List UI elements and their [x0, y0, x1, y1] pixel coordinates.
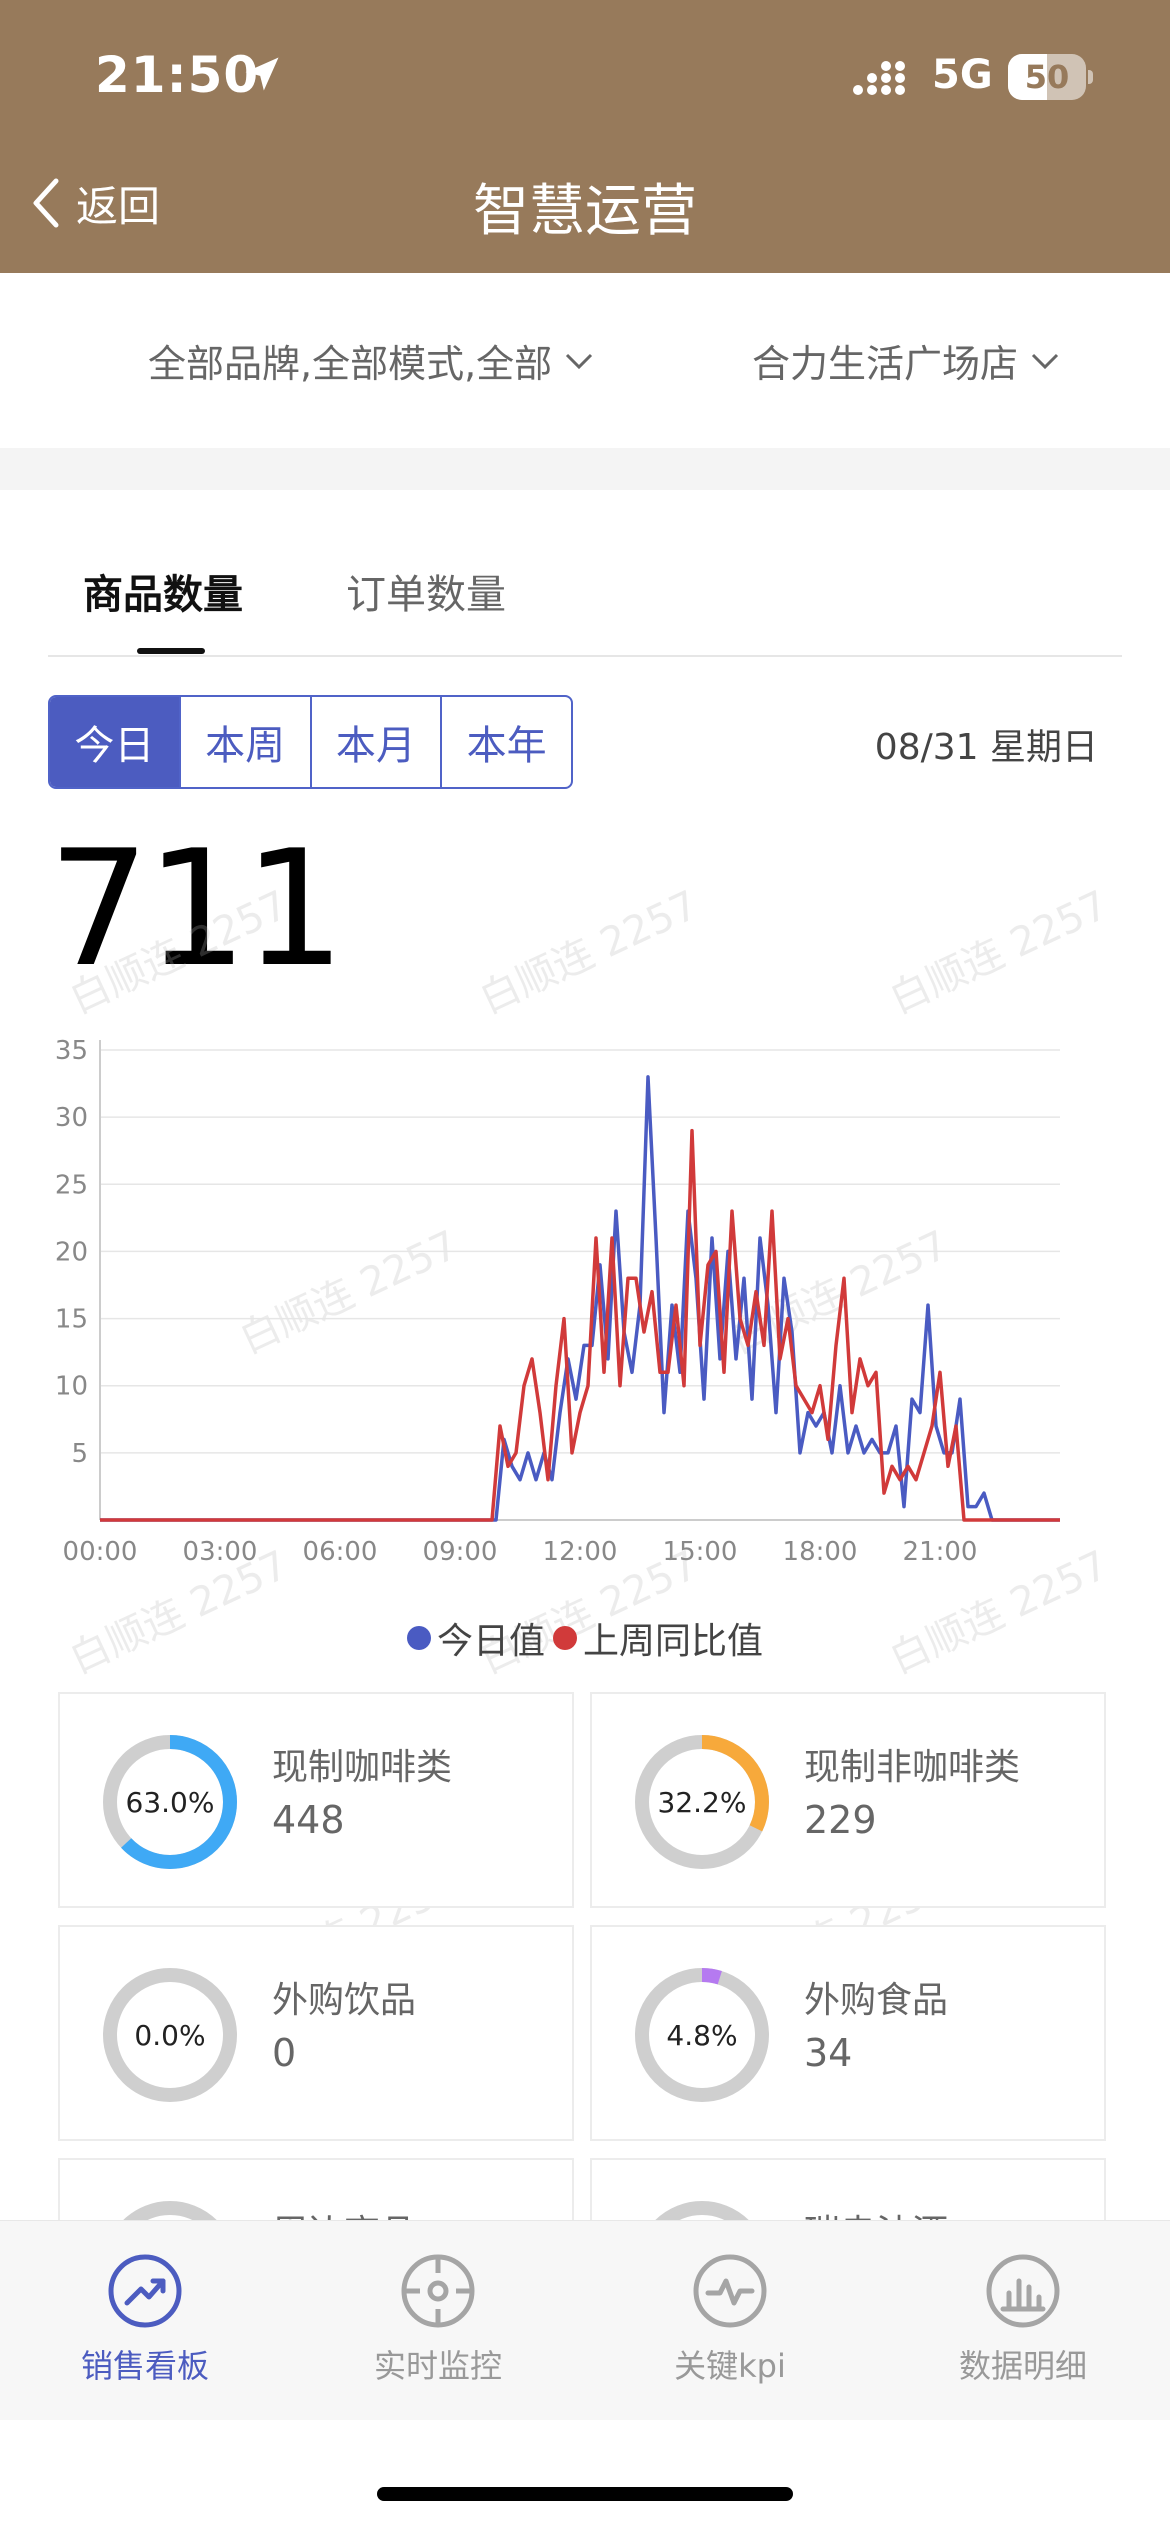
x-tick-label: 00:00 [63, 1537, 138, 1567]
total-count: 711 [48, 815, 345, 1002]
sales-line-chart: 5 10 15 20 25 30 35 00:00 03:00 06:00 09:00 12:00 15… [55, 1036, 1060, 1567]
status-time: 21:50 [95, 46, 260, 104]
y-tick-label: 20 [55, 1237, 88, 1267]
category-percent: 0.0% [134, 2018, 206, 2052]
tab-data-detail[interactable]: 数据明细 [903, 2251, 1143, 2387]
x-tick-label: 06:00 [303, 1537, 378, 1567]
top-bar: 21:50 5G 50 返回 智慧运营 [0, 0, 1170, 273]
chart-legend: 今日值 上周同比值 [0, 1612, 1170, 1664]
tab-sales-dashboard[interactable]: 销售看板 [25, 2251, 265, 2387]
category-value: 448 [272, 1798, 345, 1842]
brand-mode-filter-label: 全部品牌,全部模式,全部 [148, 342, 553, 386]
signal-icon [853, 61, 905, 95]
period-year[interactable]: 本年 [440, 697, 571, 787]
y-tick-label: 10 [55, 1372, 88, 1402]
category-name: 现制咖啡类 [272, 1747, 453, 1788]
series-line-last-week [100, 1128, 1060, 1522]
category-card[interactable]: 4.8% 外购食品 34 [590, 1925, 1106, 2141]
donut-track [103, 1968, 237, 2102]
location-arrow-icon [245, 57, 279, 91]
x-tick-label: 21:00 [903, 1537, 978, 1567]
donut-ring [635, 1968, 769, 2102]
section-separator [0, 448, 1170, 490]
donut-arc [635, 1735, 769, 1869]
store-filter[interactable]: 合力生活广场店 [752, 333, 1060, 388]
category-value: 229 [804, 1798, 877, 1842]
tab-label: 实时监控 [373, 2347, 502, 2385]
tab-label: 关键kpi [674, 2347, 786, 2385]
trend-chart-icon [108, 2254, 182, 2328]
brand-mode-filter[interactable]: 全部品牌,全部模式,全部 [148, 333, 594, 388]
current-date: 08/31 星期日 [874, 727, 1098, 768]
category-name: 外购食品 [804, 1980, 949, 2021]
battery-level: 50 [1024, 58, 1070, 96]
legend-item-last-week: 上周同比值 [553, 1612, 763, 1664]
tab-order-count[interactable]: 订单数量 [346, 572, 506, 618]
category-card[interactable]: 0.0% 外购饮品 0 [58, 1925, 574, 2141]
category-name: 外购饮品 [272, 1980, 417, 2021]
battery-icon: 50 [1008, 54, 1086, 100]
page-title: 智慧运营 [473, 179, 697, 244]
bar-chart-icon [986, 2254, 1060, 2328]
category-value: 34 [804, 2031, 853, 2075]
y-tick-label: 5 [71, 1439, 88, 1469]
category-card[interactable]: 63.0% 现制咖啡类 448 [58, 1692, 574, 1908]
period-selector: 今日 本周 本月 本年 [48, 695, 573, 789]
legend-label: 今日值 [436, 1621, 545, 1662]
back-label: 返回 [76, 181, 161, 231]
chevron-down-icon [566, 353, 593, 369]
back-button[interactable]: 返回 [28, 170, 160, 236]
category-value: 0 [272, 2031, 297, 2075]
battery-cap [1088, 70, 1093, 84]
x-tick-label: 12:00 [543, 1537, 618, 1567]
x-tick-label: 18:00 [783, 1537, 858, 1567]
category-name: 现制非咖啡类 [804, 1747, 1021, 1788]
donut-arc [635, 1968, 769, 2102]
donut-ring [635, 1735, 769, 1869]
filter-bar: 全部品牌,全部模式,全部 合力生活广场店 [0, 273, 1170, 448]
status-bar: 21:50 5G 50 [0, 0, 1170, 150]
pulse-icon [693, 2254, 767, 2328]
battery-fill [1008, 54, 1047, 100]
series-line-today [100, 1075, 1060, 1522]
y-tick-label: 25 [55, 1170, 88, 1200]
watermark: 白顺连 2257 [472, 882, 705, 1024]
category-percent: 4.8% [666, 2018, 738, 2052]
x-tick-label: 15:00 [663, 1537, 738, 1567]
tab-realtime-monitor[interactable]: 实时监控 [318, 2251, 558, 2387]
donut-ring [103, 1968, 237, 2102]
tab-indicator [137, 648, 205, 654]
chevron-left-icon [33, 178, 59, 228]
tab-label: 销售看板 [80, 2347, 209, 2385]
legend-dot [553, 1626, 577, 1650]
category-card[interactable]: 32.2% 现制非咖啡类 229 [590, 1692, 1106, 1908]
y-tick-label: 30 [55, 1103, 88, 1133]
tab-divider [48, 655, 1122, 657]
chevron-down-icon [1031, 353, 1059, 369]
category-percent: 63.0% [125, 1785, 215, 1819]
bottom-tab-bar: 销售看板 实时监控 关键kpi 数据明细 [0, 2220, 1170, 2420]
legend-label: 上周同比值 [583, 1621, 764, 1662]
legend-item-today: 今日值 [406, 1612, 545, 1664]
tab-product-count[interactable]: 商品数量 [83, 572, 243, 618]
donut-arc [103, 1735, 237, 1869]
period-week[interactable]: 本周 [178, 697, 310, 787]
tab-key-kpi[interactable]: 关键kpi [610, 2251, 850, 2387]
tab-label: 数据明细 [958, 2347, 1087, 2385]
store-filter-label: 合力生活广场店 [752, 342, 1019, 386]
x-tick-label: 09:00 [423, 1537, 498, 1567]
y-tick-label: 35 [55, 1036, 88, 1066]
category-percent: 32.2% [657, 1785, 747, 1819]
x-tick-label: 03:00 [183, 1537, 258, 1567]
period-today[interactable]: 今日 [50, 697, 179, 787]
network-label: 5G [932, 52, 993, 98]
watermark: 白顺连 2257 [882, 882, 1115, 1024]
target-icon [401, 2254, 475, 2328]
legend-dot [406, 1626, 431, 1650]
period-month[interactable]: 本月 [309, 697, 441, 787]
y-tick-label: 15 [55, 1305, 88, 1335]
donut-ring [103, 1735, 237, 1869]
home-indicator[interactable] [377, 2487, 793, 2501]
